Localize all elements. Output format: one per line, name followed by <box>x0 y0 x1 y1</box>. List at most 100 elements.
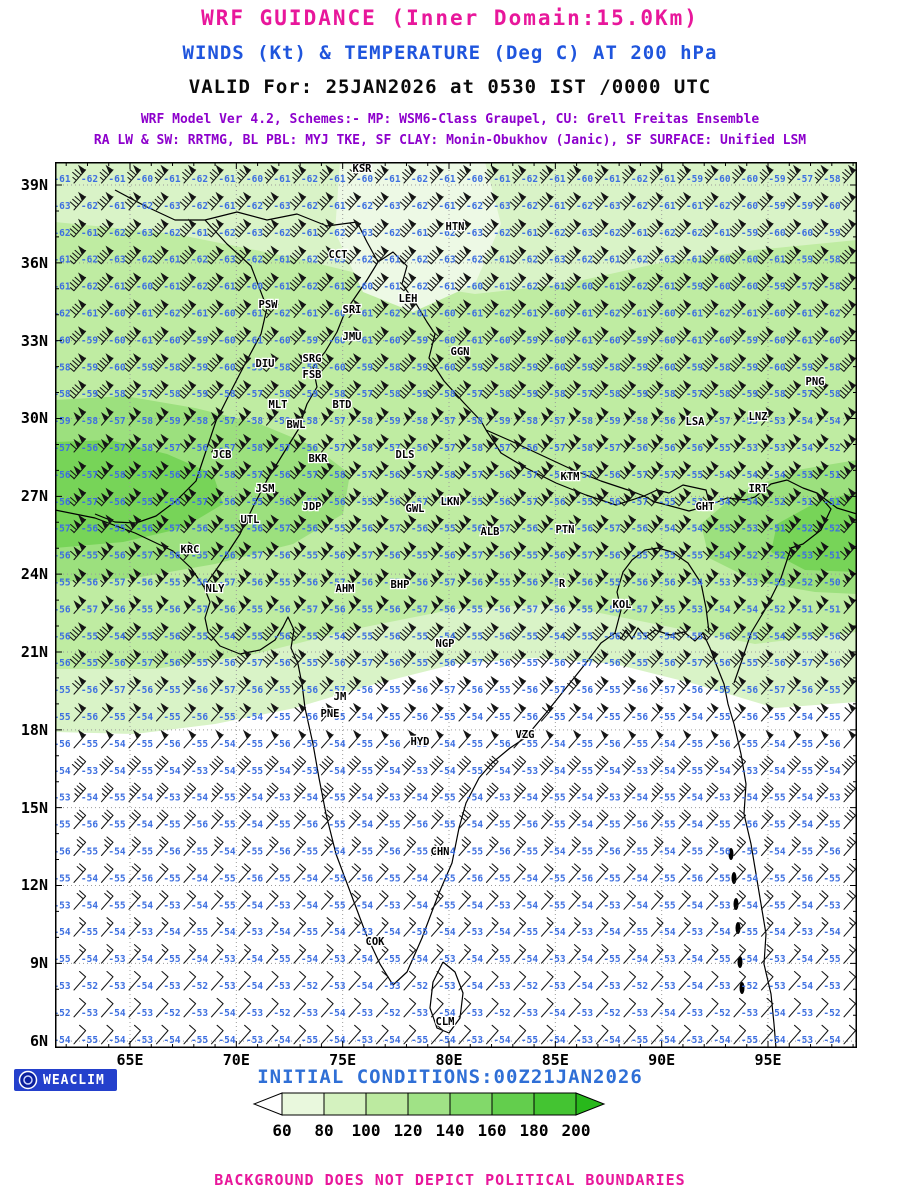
temp-value: -51 <box>796 604 813 615</box>
temp-value: -55 <box>163 712 180 723</box>
temp-value: -51 <box>768 524 785 535</box>
temp-value: -62 <box>246 255 263 266</box>
temp-value: -57 <box>218 443 235 454</box>
temp-value: -54 <box>246 900 263 911</box>
temp-value: -54 <box>218 927 235 938</box>
temp-value: -53 <box>55 981 71 992</box>
temp-value: -57 <box>521 497 538 508</box>
temp-value: -57 <box>796 174 813 185</box>
temp-value: -54 <box>823 927 840 938</box>
temp-value: -53 <box>328 954 345 965</box>
temp-value: -63 <box>438 255 455 266</box>
temp-value: -55 <box>713 712 730 723</box>
temp-value: -54 <box>713 497 730 508</box>
lon-tick-label: 90E <box>648 1051 676 1069</box>
temp-value: -62 <box>713 309 730 320</box>
temp-value: -54 <box>631 793 648 804</box>
weaclim-logo: WEACLIM <box>14 1069 117 1091</box>
temp-value: -56 <box>741 820 758 831</box>
temp-value: -54 <box>328 1008 345 1019</box>
temp-value: -54 <box>218 1035 235 1046</box>
temp-value: -57 <box>273 443 290 454</box>
temp-value: -56 <box>658 416 675 427</box>
temp-value: -56 <box>301 578 318 589</box>
station-label: PNE <box>321 708 340 720</box>
temp-value: -56 <box>713 631 730 642</box>
temp-value: -53 <box>713 793 730 804</box>
temp-value: -61 <box>55 174 71 185</box>
temp-value: -60 <box>136 282 153 293</box>
temp-value: -54 <box>713 470 730 481</box>
temp-value: -54 <box>548 847 565 858</box>
temp-value: -54 <box>218 1008 235 1019</box>
temp-value: -59 <box>796 362 813 373</box>
temp-value: -57 <box>548 578 565 589</box>
temp-value: -56 <box>163 631 180 642</box>
station-label: HYD <box>411 736 430 748</box>
temp-value: -54 <box>741 900 758 911</box>
temp-value: -62 <box>136 201 153 212</box>
temp-value: -55 <box>411 658 428 669</box>
model-config-line2: RA LW & SW: RRTMG, BL PBL: MYJ TKE, SF C… <box>93 133 807 148</box>
temp-value: -54 <box>768 847 785 858</box>
temp-value: -54 <box>301 793 318 804</box>
temp-value: -54 <box>108 1035 125 1046</box>
temp-value: -54 <box>576 820 593 831</box>
temp-value: -61 <box>686 335 703 346</box>
temp-value: -60 <box>136 174 153 185</box>
temp-value: -55 <box>136 766 153 777</box>
temp-value: -54 <box>686 900 703 911</box>
temp-value: -55 <box>521 1035 538 1046</box>
temp-value: -56 <box>603 604 620 615</box>
temp-value: -54 <box>548 1008 565 1019</box>
temp-value: -55 <box>631 739 648 750</box>
temp-value: -56 <box>603 551 620 562</box>
temp-value: -57 <box>466 389 483 400</box>
temp-value: -55 <box>191 551 208 562</box>
temp-value: -54 <box>438 631 455 642</box>
temp-value: -55 <box>466 497 483 508</box>
temp-value: -57 <box>796 389 813 400</box>
temp-value: -59 <box>686 174 703 185</box>
temp-value: -54 <box>411 793 428 804</box>
temp-value: -54 <box>713 551 730 562</box>
temp-value: -55 <box>273 873 290 884</box>
temp-value: -59 <box>163 416 180 427</box>
temp-value: -55 <box>273 578 290 589</box>
temp-value: -53 <box>576 1035 593 1046</box>
temp-value: -58 <box>108 389 125 400</box>
island <box>728 848 734 860</box>
temp-value: -58 <box>493 389 510 400</box>
temp-value: -55 <box>246 766 263 777</box>
temp-value: -58 <box>191 416 208 427</box>
temp-value: -58 <box>356 443 373 454</box>
temp-value: -54 <box>796 900 813 911</box>
colorbar-value: 60 <box>272 1121 291 1140</box>
temp-value: -55 <box>218 873 235 884</box>
temp-value: -56 <box>603 658 620 669</box>
temp-value: -55 <box>796 766 813 777</box>
station-label: JSM <box>256 483 275 495</box>
temp-value: -61 <box>411 309 428 320</box>
temp-value: -55 <box>713 873 730 884</box>
temp-value: -57 <box>108 685 125 696</box>
coastline <box>55 509 205 588</box>
temp-value: -56 <box>55 470 71 481</box>
temp-value: -54 <box>768 927 785 938</box>
temp-value: -57 <box>603 524 620 535</box>
temp-value: -58 <box>466 416 483 427</box>
temp-value: -61 <box>163 282 180 293</box>
temp-value: -62 <box>521 201 538 212</box>
temp-value: -54 <box>658 927 675 938</box>
temp-value: -55 <box>55 820 71 831</box>
temp-value: -57 <box>438 578 455 589</box>
station-label: NLY <box>206 583 226 595</box>
temp-value: -54 <box>328 1035 345 1046</box>
page-title: WRF GUIDANCE (Inner Domain:15.0Km) <box>201 6 699 30</box>
temp-value: -61 <box>658 174 675 185</box>
temp-value: -54 <box>108 1008 125 1019</box>
temp-value: -58 <box>438 389 455 400</box>
temp-value: -55 <box>741 739 758 750</box>
weaclim-globe-icon <box>18 1070 38 1090</box>
station-label: ALB <box>481 526 500 538</box>
